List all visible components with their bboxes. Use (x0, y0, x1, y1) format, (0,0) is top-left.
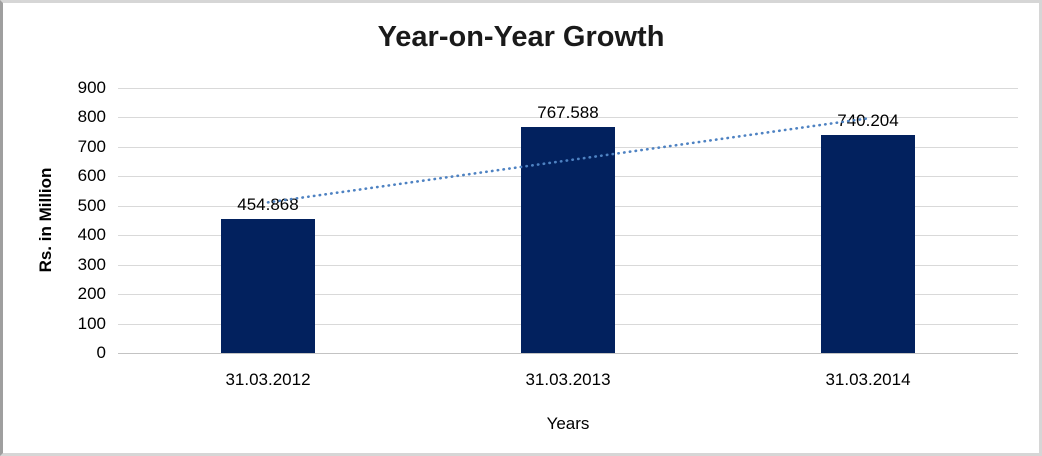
x-tick-label: 31.03.2014 (825, 370, 911, 389)
bar-value-label: 454.868 (237, 195, 299, 215)
x-tick-label: 31.03.2012 (225, 370, 311, 389)
x-tick-label: 31.03.2013 (525, 370, 611, 389)
trendline-dotted (266, 117, 870, 204)
gridline (118, 88, 1018, 89)
bar-31.03.2013 (521, 127, 615, 353)
bar-31.03.2014 (821, 135, 915, 353)
y-tick-label: 600 (77, 166, 106, 186)
y-tick-label: 900 (77, 78, 106, 97)
y-tick-label: 100 (77, 313, 106, 333)
x-axis-line (118, 353, 1018, 354)
y-tick-label: 700 (77, 136, 106, 156)
y-tick-label: 400 (77, 225, 106, 245)
y-tick-label: 200 (77, 284, 106, 304)
y-tick-label: 500 (77, 195, 106, 215)
x-axis-title: Years (546, 414, 590, 433)
bar-value-label: 767.588 (537, 102, 599, 122)
y-tick-label: 800 (77, 107, 106, 127)
chart-title: Year-on-Year Growth (377, 21, 665, 53)
gridline (118, 117, 1018, 119)
bar-31.03.2012 (221, 219, 315, 353)
bar-value-label: 740.204 (837, 111, 899, 131)
y-tick-label: 300 (77, 254, 106, 274)
plot-area: 454.868 767.588 740.204 (118, 88, 1018, 354)
y-tick-label: 0 (96, 343, 106, 362)
